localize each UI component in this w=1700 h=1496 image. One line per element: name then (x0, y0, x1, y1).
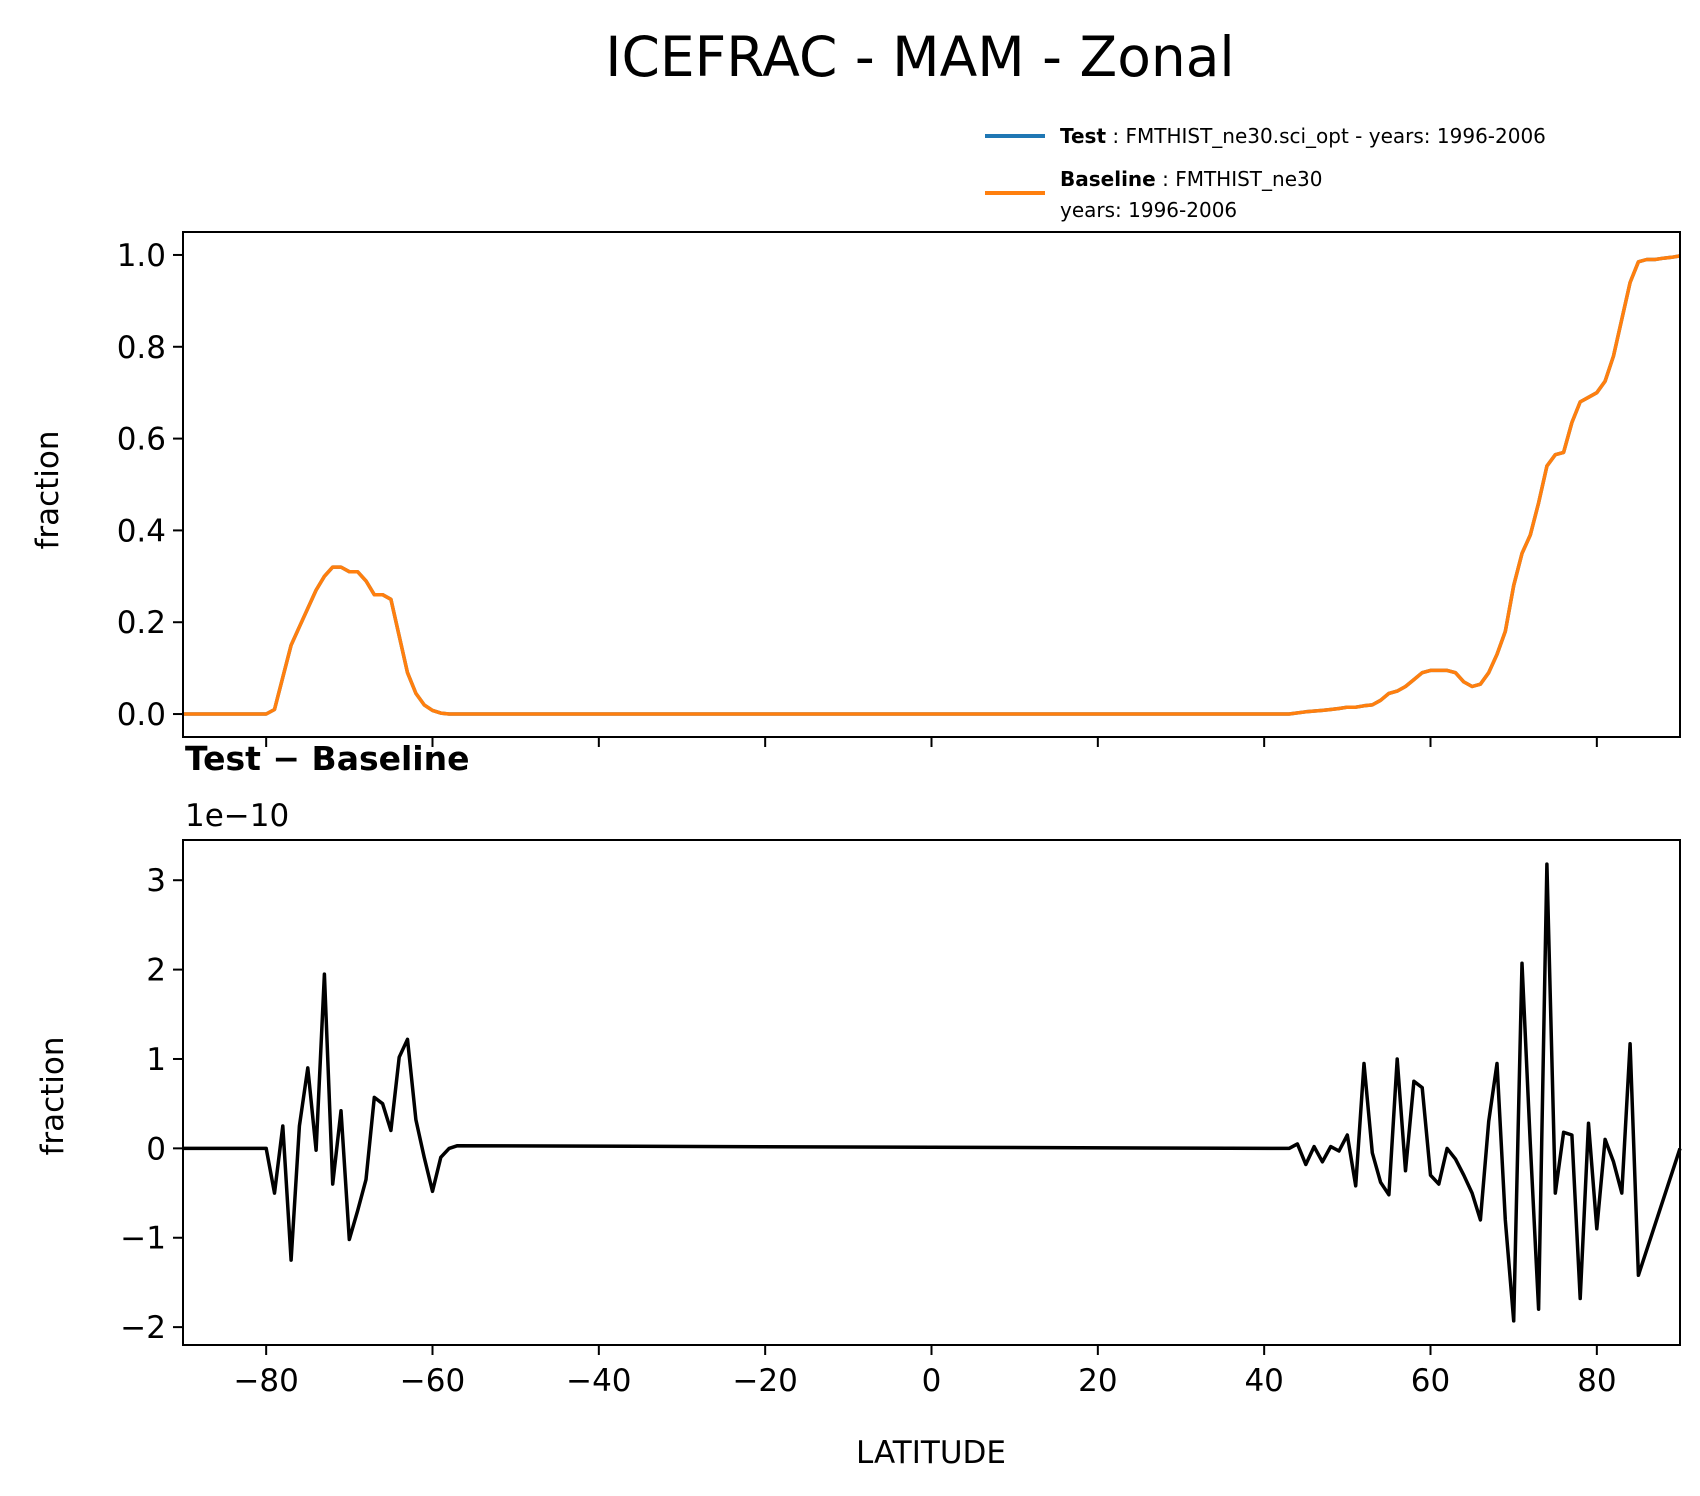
bottom-xtick-label: −20 (732, 1363, 797, 1399)
bottom-ytick-label: −2 (120, 1310, 166, 1346)
top-axes-frame (182, 231, 1681, 738)
bottom-xtick-label: 80 (1577, 1363, 1616, 1399)
bottom-axes-frame (182, 839, 1681, 1346)
bottom-title: Test − Baseline (185, 739, 470, 778)
top-ytick-label: 0.8 (117, 330, 166, 366)
bottom-ytick-label: 0 (146, 1131, 166, 1167)
bottom-xtick-label: 40 (1244, 1363, 1283, 1399)
legend-entry-baseline-years: years: 1996-2006 (1060, 198, 1237, 222)
top-ylabel: fraction (30, 430, 66, 549)
bottom-ytick-label: 3 (146, 863, 166, 899)
top-lines (183, 254, 1681, 716)
xlabel: LATITUDE (856, 1435, 1006, 1471)
top-yticks: 0.0 0.2 0.4 0.6 0.8 1.0 (117, 238, 183, 733)
top-ytick-label: 0.2 (117, 605, 166, 641)
top-ytick-label: 1.0 (117, 238, 166, 274)
bottom-series-test-baseline (183, 862, 1682, 1323)
bottom-xtick-label: 60 (1411, 1363, 1450, 1399)
top-xticks (265, 737, 1598, 747)
bottom-panel: Test − Baseline 1e−10 fraction −2−10123 … (35, 739, 1682, 1471)
legend: Test : FMTHIST_ne30.sci_opt - years: 199… (985, 124, 1546, 222)
bottom-lines (183, 862, 1682, 1323)
bottom-ytick-label: 1 (146, 1042, 166, 1078)
top-ytick-label: 0.6 (117, 422, 166, 458)
top-panel: fraction 0.0 0.2 0.4 0.6 0.8 1.0 (30, 231, 1681, 747)
top-series-baseline (183, 254, 1681, 716)
top-ytick-label: 0.0 (117, 697, 166, 733)
top-series-test (183, 254, 1681, 716)
bottom-ytick-label: −1 (120, 1221, 166, 1257)
legend-entry-baseline: Baseline : FMTHIST_ne30 (1060, 167, 1322, 191)
bottom-xtick-label: −60 (400, 1363, 465, 1399)
legend-entry-test: Test : FMTHIST_ne30.sci_opt - years: 199… (1060, 124, 1546, 148)
bottom-xtick-label: −40 (566, 1363, 631, 1399)
bottom-xticks: −80 −60 −40 −20 0 20 40 60 80 (233, 1345, 1617, 1399)
top-ytick-label: 0.4 (117, 513, 166, 549)
chart-title: ICEFRAC - MAM - Zonal (605, 25, 1234, 89)
bottom-ylabel: fraction (35, 1036, 71, 1155)
bottom-offset-text: 1e−10 (185, 798, 289, 834)
bottom-ytick-label: 2 (146, 953, 166, 989)
bottom-xtick-label: 0 (922, 1363, 942, 1399)
bottom-xtick-label: 20 (1078, 1363, 1117, 1399)
bottom-yticks: −2 −1 0 1 2 3 (120, 863, 183, 1346)
bottom-xtick-label: −80 (233, 1363, 298, 1399)
